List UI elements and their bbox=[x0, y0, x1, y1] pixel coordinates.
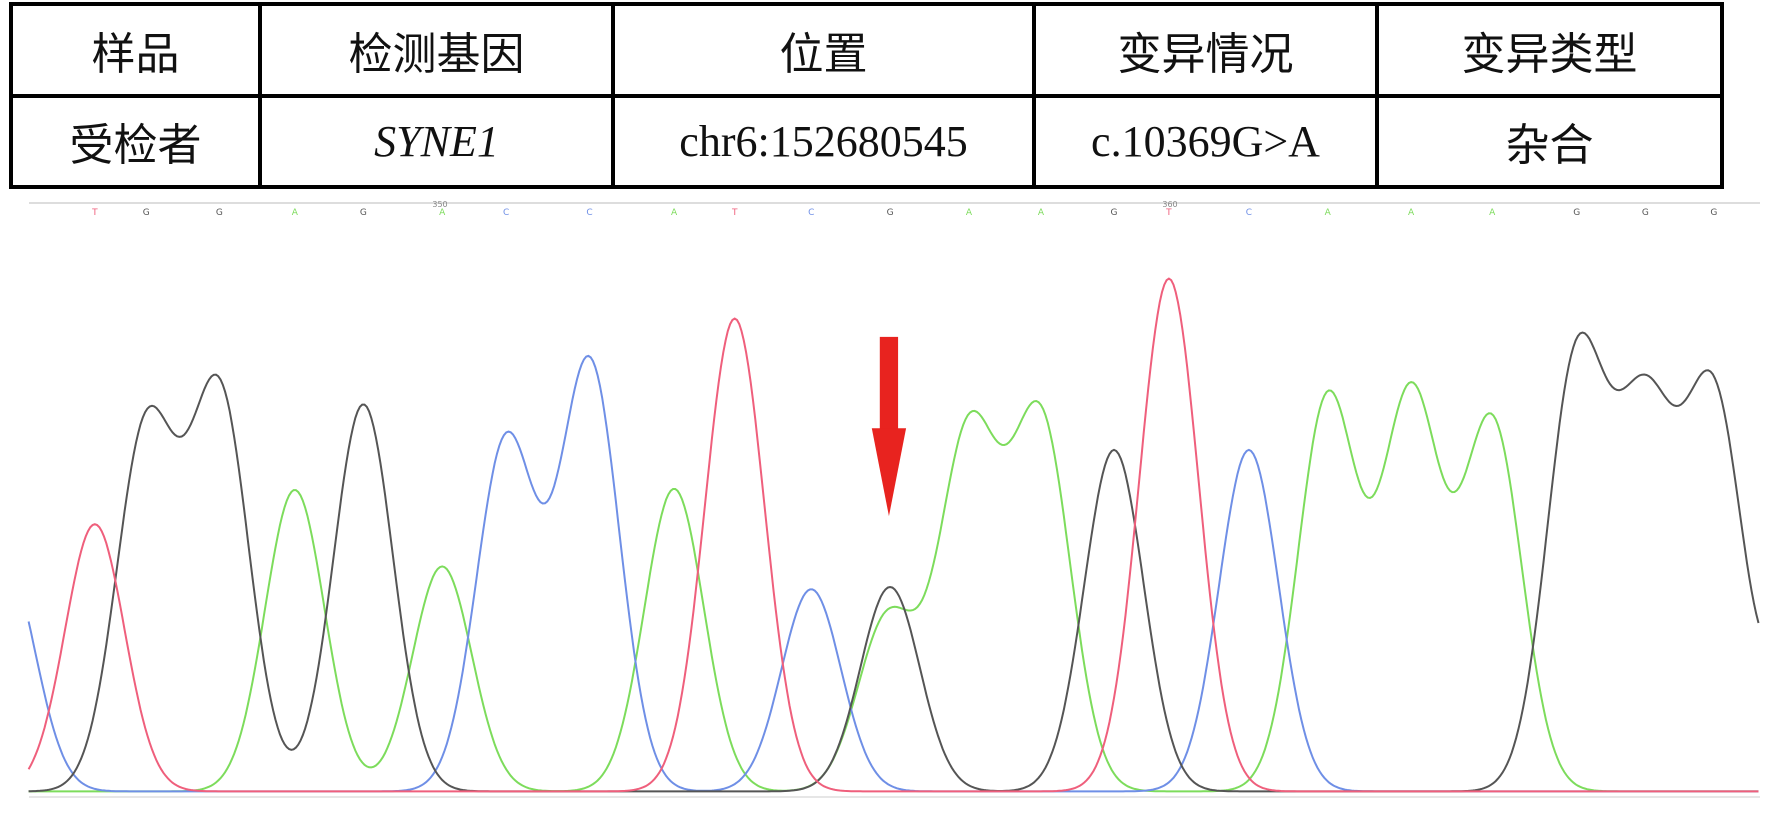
base-call: A bbox=[292, 208, 299, 218]
arrow-shaft bbox=[879, 336, 899, 431]
base-call: G bbox=[1573, 208, 1580, 218]
position-label: 350 bbox=[432, 200, 447, 209]
header-cell: 检测基因 bbox=[258, 2, 615, 98]
trace bbox=[28, 381, 1759, 793]
base-call: A bbox=[966, 208, 973, 218]
base-call: C bbox=[586, 208, 592, 218]
position-label: 360 bbox=[1162, 200, 1177, 209]
base-call: G bbox=[887, 208, 894, 218]
base-call: A bbox=[671, 208, 678, 218]
base-call: A bbox=[439, 208, 446, 218]
base-call: G bbox=[1710, 208, 1717, 218]
cell: c.10369G>A bbox=[1032, 93, 1379, 189]
base-call: G bbox=[360, 208, 367, 218]
base-call: G bbox=[143, 208, 150, 218]
header-cell: 变异类型 bbox=[1375, 2, 1724, 98]
base-call: A bbox=[1489, 208, 1496, 218]
cell: chr6:152680545 bbox=[611, 93, 1036, 189]
header-cell: 位置 bbox=[611, 2, 1036, 98]
header-row: 样品 检测基因 位置 变异情况 变异类型 bbox=[9, 2, 1724, 98]
result-table: 样品 检测基因 位置 变异情况 变异类型 受检者 SYNE1 chr6:1526… bbox=[9, 2, 1724, 189]
base-call: C bbox=[503, 208, 509, 218]
base-call: T bbox=[731, 208, 738, 218]
base-call: A bbox=[1325, 208, 1332, 218]
base-call: A bbox=[1038, 208, 1045, 218]
base-call: G bbox=[1111, 208, 1118, 218]
trace bbox=[27, 277, 1759, 793]
base-call: G bbox=[216, 208, 223, 218]
cell: 受检者 bbox=[9, 93, 262, 189]
base-call: A bbox=[1408, 208, 1415, 218]
arrow-head bbox=[871, 428, 907, 517]
cell: SYNE1 bbox=[258, 93, 615, 189]
base-call: T bbox=[91, 208, 98, 218]
header-cell: 变异情况 bbox=[1032, 2, 1379, 98]
cell: 杂合 bbox=[1375, 93, 1724, 189]
header-cell: 样品 bbox=[9, 2, 262, 98]
base-call: C bbox=[808, 208, 814, 218]
data-row: 受检者 SYNE1 chr6:152680545 c.10369G>A 杂合 bbox=[9, 93, 1724, 189]
base-call: T bbox=[1165, 208, 1172, 218]
base-call: C bbox=[1246, 208, 1252, 218]
base-call: G bbox=[1642, 208, 1649, 218]
